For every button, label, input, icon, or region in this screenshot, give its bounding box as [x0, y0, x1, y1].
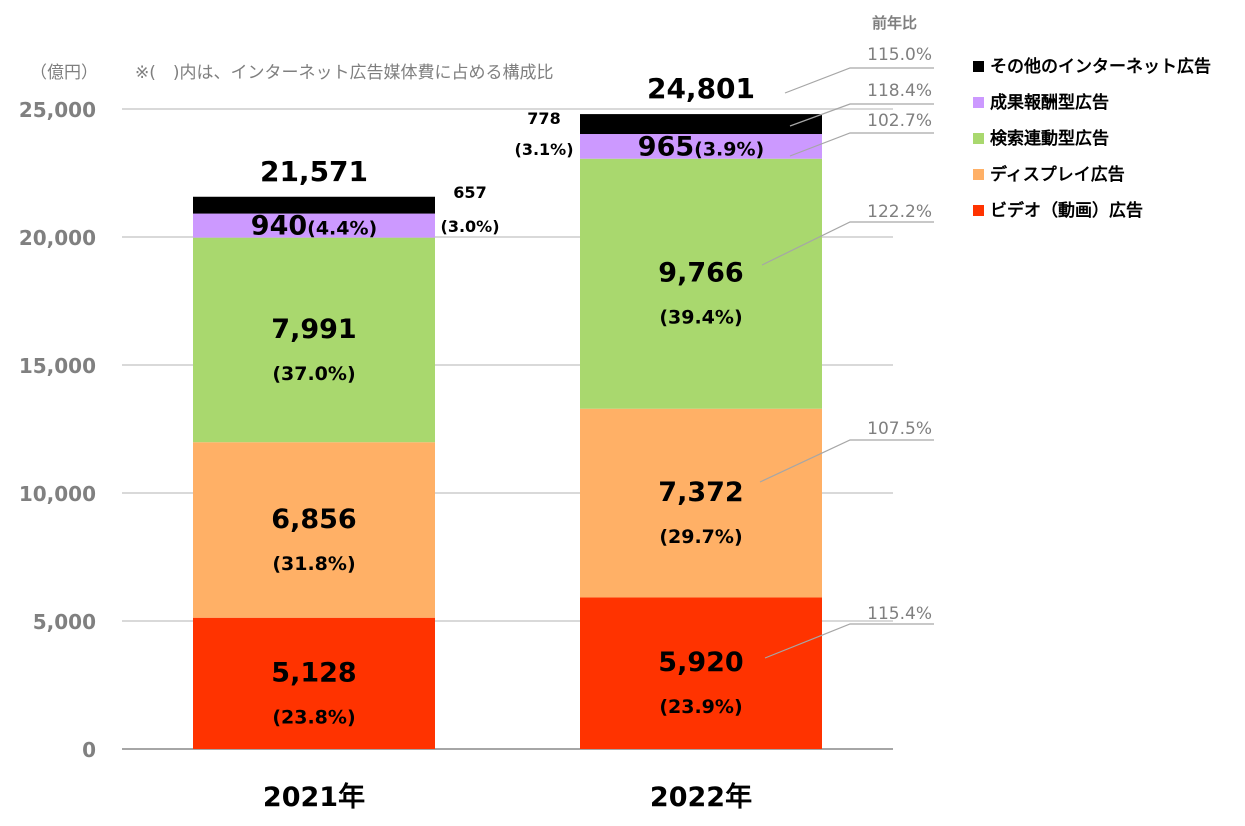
y-tick-label: 25,000	[19, 98, 96, 122]
bars	[193, 114, 822, 749]
y-tick-label: 15,000	[19, 354, 96, 378]
yoy-header: 前年比	[872, 14, 917, 32]
note-text: ※( )内は、インターネット広告媒体費に占める構成比	[135, 63, 554, 83]
segment-value-label: 9,766	[658, 258, 743, 289]
yoy-leader-line	[789, 103, 934, 127]
y-tick-label: 10,000	[19, 482, 96, 506]
yoy-leader-line	[784, 67, 934, 94]
bar-segment	[580, 408, 822, 598]
yoy-label: 118.4%	[867, 81, 932, 101]
yoy-label: 107.5%	[867, 419, 932, 439]
legend-label: 検索連動型広告	[990, 128, 1109, 149]
segment-pct-label: (39.4%)	[659, 307, 742, 329]
segment-value-label: 7,372	[658, 477, 743, 508]
legend-label: その他のインターネット広告	[990, 56, 1211, 77]
bar-segment	[580, 134, 822, 159]
category-label: 2022年	[650, 781, 752, 813]
y-tick-label: 0	[82, 738, 96, 762]
bar-segment	[193, 617, 435, 749]
yoy-labels: 115.0% 118.4% 102.7% 122.2% 107.5% 115.4%	[759, 45, 934, 659]
unit-label: （億円）	[30, 63, 98, 83]
segment-value-label: 5,128	[271, 657, 356, 688]
segment-pct-label: (29.7%)	[659, 526, 742, 548]
yoy-label: 115.4%	[867, 604, 932, 624]
yoy-label: 102.7%	[867, 111, 932, 131]
bar-segment	[193, 196, 435, 214]
segment-pct-label: (37.0%)	[272, 363, 355, 385]
y-tick-label: 5,000	[33, 610, 96, 634]
y-tick-label: 20,000	[19, 226, 96, 250]
segment-pct-label: (23.9%)	[659, 696, 742, 718]
segment-pct-label: (3.9%)	[694, 138, 764, 160]
legend-swatch	[973, 205, 984, 216]
legend-label: 成果報酬型広告	[990, 92, 1109, 113]
yoy-leader-line	[759, 439, 934, 483]
bar-segment	[580, 158, 822, 409]
legend-swatch	[973, 169, 984, 180]
yoy-leader-line	[789, 132, 934, 157]
legend-swatch	[973, 133, 984, 144]
total-label: 21,571	[260, 155, 368, 188]
segment-value-label: 7,991	[271, 314, 356, 345]
segment-pct-label: (23.8%)	[272, 706, 355, 728]
other-value-label: 657	[453, 183, 486, 202]
yoy-leader-line	[764, 623, 934, 659]
bar-segment	[193, 213, 435, 238]
other-pct-label: (3.1%)	[515, 140, 574, 159]
yoy-label: 122.2%	[867, 202, 932, 222]
legend: その他のインターネット広告成果報酬型広告検索連動型広告ディスプレイ広告ビデオ（動…	[973, 56, 1211, 221]
bar-segment	[193, 442, 435, 618]
category-label: 2021年	[263, 781, 365, 813]
segment-pct-label: (31.8%)	[272, 553, 355, 575]
total-label: 24,801	[647, 72, 755, 105]
segment-value-label: 6,856	[271, 504, 356, 535]
legend-label: ディスプレイ広告	[990, 164, 1125, 185]
legend-label: ビデオ（動画）広告	[990, 200, 1143, 221]
bar-labels: 5,128(23.8%)6,856(31.8%)7,991(37.0%)940(…	[251, 72, 764, 813]
legend-swatch	[973, 97, 984, 108]
segment-pct-label: (4.4%)	[307, 218, 377, 240]
other-pct-label: (3.0%)	[441, 217, 500, 236]
legend-swatch	[973, 61, 984, 72]
bar-segment	[580, 597, 822, 749]
yoy-label: 115.0%	[867, 45, 932, 65]
other-value-label: 778	[527, 109, 560, 128]
bar-segment	[580, 114, 822, 135]
yoy-leader-line	[761, 221, 934, 266]
bar-segment	[193, 237, 435, 443]
segment-value-label: 5,920	[658, 647, 743, 678]
